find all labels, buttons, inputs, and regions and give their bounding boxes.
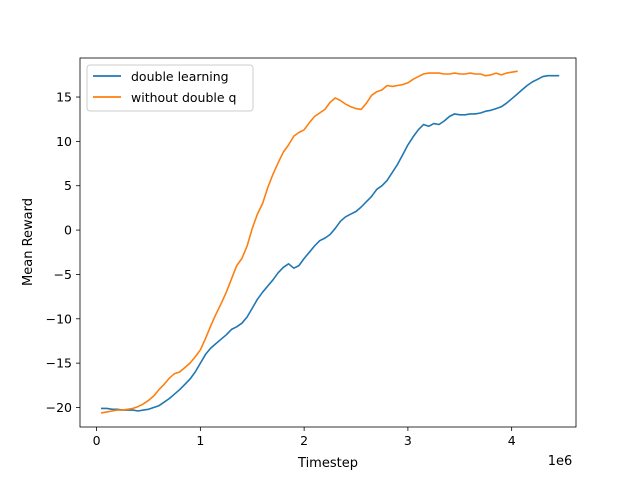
y-tick-label: −20 bbox=[46, 400, 72, 415]
x-axis-label: Timestep bbox=[297, 456, 358, 471]
series-line-without-double-q bbox=[100, 70, 518, 414]
plot-area bbox=[80, 58, 576, 427]
y-tick-label: −10 bbox=[46, 311, 72, 326]
legend-box bbox=[86, 64, 254, 112]
legend-label-double-learning: double learning bbox=[131, 69, 229, 84]
x-tick-label: 3 bbox=[404, 433, 412, 448]
y-tick-label: 5 bbox=[64, 178, 72, 193]
y-tick-label: −5 bbox=[54, 267, 72, 282]
series-lines bbox=[100, 70, 560, 414]
y-tick-label: 0 bbox=[64, 223, 72, 238]
x-tick-label: 1 bbox=[196, 433, 204, 448]
x-axis-offset-label: 1e6 bbox=[548, 454, 573, 469]
plot-frame bbox=[79, 57, 577, 428]
x-tick-label: 0 bbox=[93, 433, 101, 448]
series-line-double-learning bbox=[101, 74, 560, 412]
x-axis-ticks: 0 1 2 3 4 bbox=[93, 427, 516, 448]
y-axis-label: Mean Reward bbox=[21, 198, 36, 286]
y-axis-ticks: −20 −15 −10 −5 0 5 10 15 bbox=[46, 90, 80, 415]
x-tick-label: 4 bbox=[508, 433, 516, 448]
y-tick-label: 10 bbox=[56, 134, 72, 149]
x-tick-label: 2 bbox=[300, 433, 308, 448]
y-tick-label: 15 bbox=[56, 90, 72, 105]
legend: double learning without double q bbox=[86, 64, 254, 112]
y-tick-label: −15 bbox=[46, 356, 72, 371]
legend-label-without-double-q: without double q bbox=[131, 90, 236, 105]
